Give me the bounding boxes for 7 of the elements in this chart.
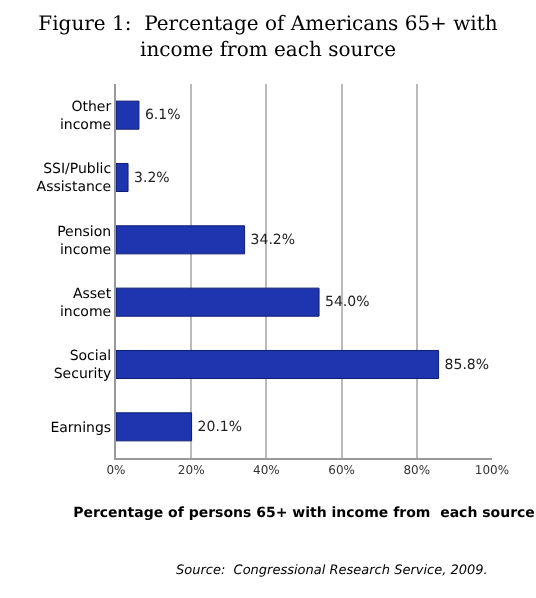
bar: [116, 412, 193, 442]
bar: [116, 225, 246, 255]
bar: [116, 349, 440, 380]
bar: [116, 162, 129, 193]
bar: [116, 100, 140, 130]
bar: [116, 287, 320, 317]
chart-title: Figure 1: Percentage of Americans 65+ with income from each source: [38, 13, 499, 62]
